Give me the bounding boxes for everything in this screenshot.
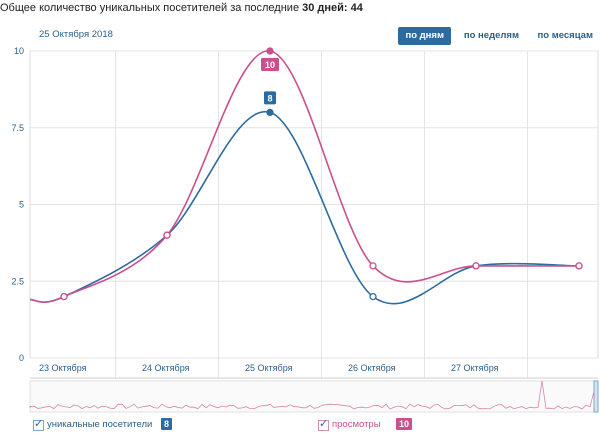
views-point-label: 10 — [265, 60, 275, 70]
x-tick-label: 27 Октября — [451, 363, 499, 373]
views-data-point — [369, 262, 377, 270]
tab-by-days[interactable]: по дням — [398, 27, 451, 45]
navigator-views-line — [29, 380, 599, 410]
x-tick-label: 23 Октября — [39, 363, 87, 373]
views-data-point — [163, 231, 171, 239]
views-total-badge: 10 — [396, 418, 413, 430]
views-checkbox[interactable] — [318, 417, 329, 431]
visitors-data-point — [369, 292, 377, 301]
visitors-checkbox[interactable] — [33, 417, 44, 431]
views-data-point — [266, 47, 274, 55]
views-legend-label: просмотры — [332, 419, 381, 430]
title-total: 44 — [350, 2, 363, 14]
views-series-line — [29, 50, 579, 303]
x-tick-label: 25 Октября — [245, 363, 293, 373]
page-title: Общее количество уникальных посетителей … — [0, 2, 363, 14]
visitors-data-point — [266, 108, 274, 117]
y-tick-label: 5 — [19, 200, 24, 210]
title-days: 30 дней: — [302, 2, 348, 14]
y-tick-label: 2.5 — [11, 276, 24, 286]
x-tick-label: 26 Октября — [348, 363, 396, 373]
navigator-handle — [593, 380, 599, 413]
views-data-point — [575, 262, 583, 270]
selected-date-label: 25 Октября 2018 — [39, 29, 113, 40]
y-tick-label: 7.5 — [11, 123, 24, 133]
visitors-series-line — [29, 111, 580, 305]
visitors-legend-label: уникальные посетители — [47, 419, 153, 430]
y-tick-label: 10 — [14, 46, 24, 56]
y-tick-label: 0 — [19, 353, 24, 363]
visitors-total-badge: 8 — [161, 418, 173, 430]
views-data-point — [472, 262, 480, 270]
visitors-point-label: 8 — [267, 93, 272, 103]
views-data-point — [60, 292, 68, 301]
x-tick-label: 24 Октября — [142, 363, 190, 373]
views-point-badge — [261, 58, 279, 71]
title-prefix: Общее количество уникальных посетителей … — [0, 2, 300, 14]
tab-by-months[interactable]: по месяцам — [537, 30, 593, 41]
visitors-point-badge — [264, 91, 276, 105]
tab-by-weeks[interactable]: по неделям — [463, 30, 519, 41]
